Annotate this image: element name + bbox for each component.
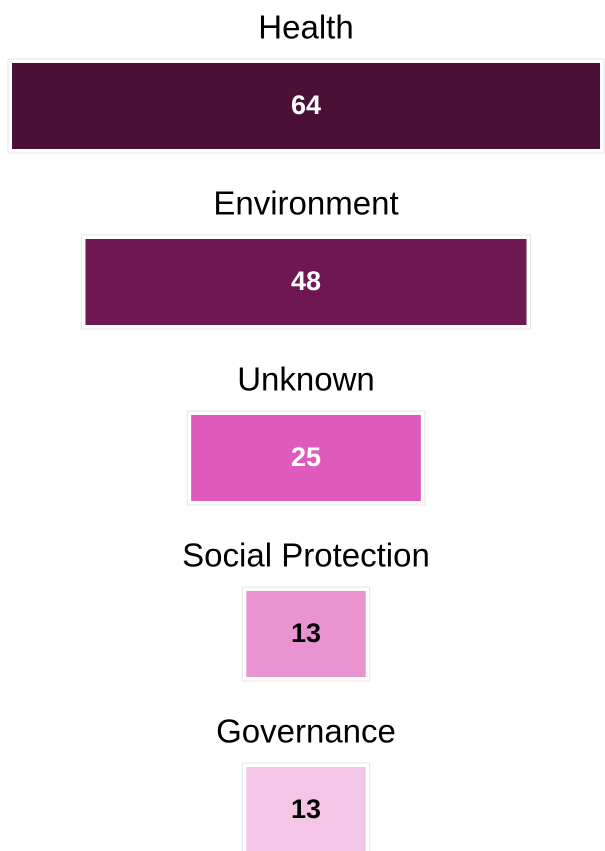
value-label: 48: [291, 266, 321, 296]
value-label: 25: [291, 442, 321, 472]
category-label: Environment: [213, 185, 398, 222]
value-label: 13: [291, 794, 321, 824]
value-label: 64: [291, 90, 321, 120]
category-label: Health: [258, 9, 353, 46]
bar: [246, 767, 366, 851]
category-label: Unknown: [237, 361, 375, 398]
category-label: Social Protection: [182, 537, 430, 574]
bar: [12, 63, 600, 149]
bar: [246, 591, 366, 677]
bar: [85, 239, 527, 325]
category-label: Governance: [216, 713, 396, 750]
bar: [191, 415, 421, 501]
value-label: 13: [291, 618, 321, 648]
